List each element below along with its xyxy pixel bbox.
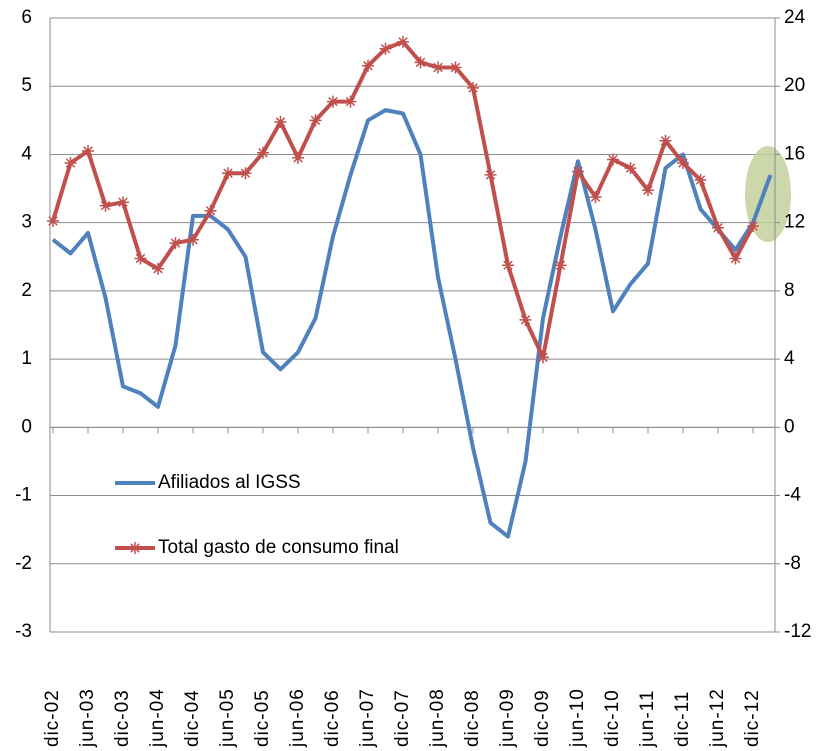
marker [169,237,182,250]
y2-tick-label: -4 [784,485,801,506]
marker [204,204,217,217]
x-tick-label: jun-05 [217,688,238,748]
marker [187,233,199,246]
y2-tick-label: 24 [784,7,806,28]
x-tick-label: dic-02 [42,689,63,747]
marker [292,151,304,164]
marker [362,59,374,72]
y-tick-label: 4 [21,143,32,164]
marker [82,145,94,158]
marker [589,191,602,204]
y2-tick-label: 20 [784,75,805,96]
x-tick-label: jun-07 [357,688,378,748]
marker [712,221,724,234]
marker [134,252,147,265]
marker [449,61,462,74]
marker [729,252,742,265]
x-tick-label: dic-06 [322,689,343,747]
y2-tick-label: -12 [784,621,811,642]
x-tick-label: jun-06 [287,688,308,748]
marker [117,196,129,209]
marker [572,165,584,178]
y2-tick-label: -8 [784,553,801,574]
y2-tick-label: 12 [784,212,805,233]
marker [484,168,497,181]
x-tick-label: dic-04 [182,689,203,747]
x-tick-label: dic-09 [532,689,553,747]
marker [694,174,707,187]
y-tick-label: -2 [15,553,32,574]
marker [537,351,549,364]
marker [677,156,689,169]
series-line [51,39,755,360]
x-tick-label: jun-12 [707,688,728,748]
marker [274,116,287,129]
y-tick-label: 6 [21,7,32,28]
y2-tick-label: 16 [784,143,805,164]
y-tick-label: 2 [21,280,32,301]
x-tick-label: dic-10 [602,689,623,747]
y-tick-label: 3 [21,212,32,233]
y-tick-label: 1 [21,348,32,369]
x-tick-label: dic-11 [672,691,693,747]
x-tick-label: jun-09 [497,688,518,748]
marker [414,56,427,69]
series-line [51,108,773,539]
x-tick-label: jun-04 [147,688,168,748]
y2-tick-label: 4 [784,348,795,369]
y-tick-label: 0 [21,416,32,437]
marker [64,156,77,169]
marker [379,42,392,55]
marker [659,134,672,147]
x-tick-label: jun-10 [567,688,588,748]
marker [222,167,234,180]
y2-tick-label: 8 [784,280,795,301]
x-tick-label: dic-08 [462,689,483,747]
marker [467,81,479,94]
x-tick-label: jun-11 [637,690,658,748]
legend-marker [129,542,141,554]
y-tick-label: 5 [21,75,32,96]
marker [502,259,514,272]
x-tick-label: dic-05 [252,689,273,747]
y-tick-label: -1 [15,485,32,506]
marker [327,95,339,108]
marker [239,167,252,180]
marker [642,184,654,197]
x-tick-label: jun-08 [427,688,448,748]
marker [47,214,59,227]
marker [607,153,619,166]
legend-label: Total gasto de consumo final [158,537,399,558]
marker [432,61,444,74]
marker [747,220,759,233]
x-tick-label: dic-12 [742,689,763,747]
marker [152,262,164,275]
y2-tick-label: 0 [784,416,795,437]
marker [257,146,269,159]
x-tick-label: dic-07 [392,689,413,747]
marker [99,199,112,212]
marker [554,259,567,272]
x-tick-label: jun-03 [77,688,98,748]
marker [397,35,409,48]
legend-label: Afiliados al IGSS [158,472,301,493]
marker [344,95,357,108]
x-tick-label: dic-03 [112,689,133,747]
y-tick-label: -3 [15,621,32,642]
marker [519,313,532,326]
marker [624,162,637,175]
marker [309,114,322,127]
